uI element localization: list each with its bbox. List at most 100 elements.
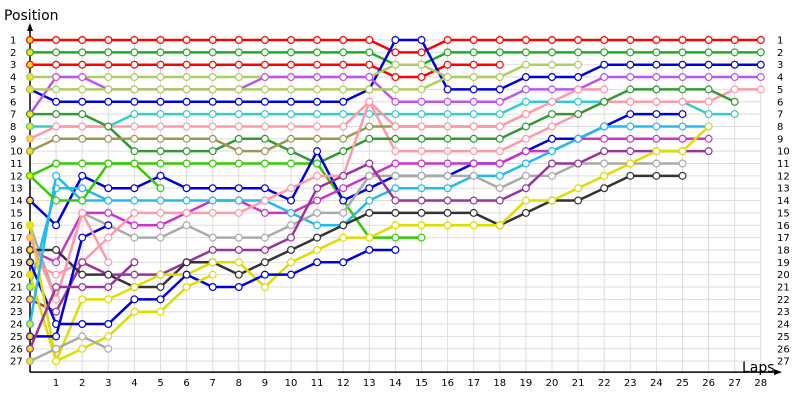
series-point — [521, 122, 530, 131]
series-point — [600, 85, 609, 94]
series-21 — [26, 245, 400, 329]
series-line — [28, 225, 214, 363]
series-point — [234, 85, 243, 94]
y-tick-label: 21 — [10, 283, 23, 294]
series-point — [391, 245, 400, 254]
series-point — [104, 320, 113, 329]
series-point — [52, 35, 61, 44]
series-18 — [26, 147, 713, 316]
series-point — [365, 134, 374, 143]
series-point — [208, 270, 217, 279]
series-point — [365, 245, 374, 254]
series-point — [730, 35, 739, 44]
y-tick-label: 10 — [10, 147, 23, 158]
series-point — [756, 85, 765, 94]
series-point — [547, 134, 556, 143]
series-point — [260, 147, 269, 156]
y-tick-label: 27 — [10, 357, 23, 368]
series-point — [521, 60, 530, 69]
x-tick-label: 1 — [53, 378, 59, 389]
series-point — [365, 48, 374, 57]
series-point — [78, 171, 87, 180]
series-point — [182, 73, 191, 82]
series-point — [365, 35, 374, 44]
series-point — [600, 134, 609, 143]
series-point — [26, 270, 35, 279]
series-point — [391, 196, 400, 205]
series-point — [26, 344, 35, 353]
series-point — [626, 159, 635, 168]
series-point — [730, 73, 739, 82]
series-point — [104, 48, 113, 57]
series-point — [26, 110, 35, 119]
series-point — [130, 283, 139, 292]
series-point — [417, 85, 426, 94]
series-point — [78, 48, 87, 57]
series-10 — [26, 85, 739, 168]
series-point — [208, 147, 217, 156]
series-point — [208, 245, 217, 254]
series-point — [469, 221, 478, 230]
series-point — [391, 97, 400, 106]
series-point — [339, 134, 348, 143]
series-point — [469, 110, 478, 119]
series-point — [260, 159, 269, 168]
series-point — [234, 134, 243, 143]
series-point — [260, 233, 269, 242]
series-27 — [26, 258, 139, 353]
series-point — [417, 110, 426, 119]
series-point — [469, 122, 478, 131]
series-point — [521, 184, 530, 193]
series-point — [26, 122, 35, 131]
series-point — [391, 159, 400, 168]
series-point — [626, 122, 635, 131]
series-point — [313, 97, 322, 106]
series-point — [339, 258, 348, 267]
series-point — [417, 73, 426, 82]
series-point — [130, 85, 139, 94]
y-tick-label: 6 — [10, 97, 16, 108]
series-point — [208, 283, 217, 292]
series-point — [547, 48, 556, 57]
series-point — [104, 283, 113, 292]
series-point — [391, 110, 400, 119]
series-point — [208, 73, 217, 82]
y-tick-label-right: 7 — [777, 110, 783, 121]
series-point — [547, 73, 556, 82]
y-tick-label-right: 17 — [777, 233, 790, 244]
series-point — [469, 208, 478, 217]
series-point — [26, 295, 35, 304]
series-point — [104, 221, 113, 230]
series-point — [156, 60, 165, 69]
series-line — [29, 162, 162, 202]
series-point — [443, 110, 452, 119]
series-point — [417, 60, 426, 69]
series-point — [104, 208, 113, 217]
series-point — [652, 48, 661, 57]
series-point — [652, 134, 661, 143]
series-point — [208, 110, 217, 119]
series-point — [521, 196, 530, 205]
series-point — [600, 184, 609, 193]
y-tick-label-right: 3 — [777, 60, 783, 71]
series-point — [260, 245, 269, 254]
series-point — [365, 196, 374, 205]
series-point — [260, 184, 269, 193]
series-point — [391, 184, 400, 193]
series-point — [260, 110, 269, 119]
y-tick-label: 23 — [10, 307, 23, 318]
series-point — [574, 110, 583, 119]
series-point — [130, 233, 139, 242]
x-tick-label: 10 — [285, 378, 298, 389]
series-point — [365, 233, 374, 242]
series-point — [391, 60, 400, 69]
series-point — [287, 233, 296, 242]
series-point — [26, 85, 35, 94]
series-point — [521, 208, 530, 217]
series-point — [600, 48, 609, 57]
series-point — [156, 85, 165, 94]
series-point — [182, 159, 191, 168]
series-point — [260, 85, 269, 94]
series-point — [574, 159, 583, 168]
series-point — [26, 221, 35, 230]
